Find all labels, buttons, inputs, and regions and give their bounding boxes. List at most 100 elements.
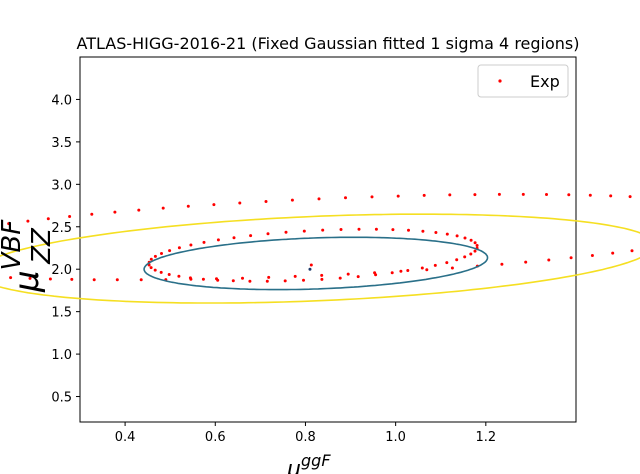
contour-point bbox=[497, 192, 501, 196]
y-tick-label: 3.5 bbox=[51, 136, 72, 151]
contour-point bbox=[473, 241, 477, 245]
contour-point bbox=[346, 272, 350, 276]
contour-point bbox=[231, 279, 235, 283]
contour-point bbox=[628, 195, 632, 199]
center-point bbox=[308, 267, 312, 271]
x-tick-label: 1.2 bbox=[475, 430, 496, 445]
contour-point bbox=[433, 263, 437, 267]
contour-point bbox=[463, 255, 467, 259]
contour-point bbox=[450, 266, 454, 270]
contour-point bbox=[215, 277, 218, 281]
contour-point bbox=[521, 192, 525, 196]
contour-point bbox=[70, 277, 74, 281]
contour-point bbox=[28, 276, 32, 280]
contour-point bbox=[407, 228, 410, 232]
contour-point bbox=[48, 277, 52, 281]
contour-point bbox=[153, 254, 157, 258]
y-tick-label: 2.0 bbox=[51, 263, 72, 278]
contour-point bbox=[396, 194, 400, 198]
contour-point bbox=[168, 249, 172, 253]
legend-marker bbox=[498, 79, 502, 83]
contour-point bbox=[339, 228, 343, 231]
contour-point bbox=[406, 269, 410, 272]
contour-fit-1 bbox=[143, 236, 489, 291]
contour-point bbox=[302, 278, 305, 282]
contour-point bbox=[202, 240, 206, 244]
contour-point bbox=[7, 222, 11, 226]
contour-point bbox=[320, 277, 324, 281]
contour-point bbox=[373, 271, 377, 275]
contour-point bbox=[475, 244, 479, 247]
contour-point bbox=[356, 275, 360, 279]
contour-point bbox=[547, 258, 551, 262]
contour-point bbox=[264, 200, 268, 203]
contour-point bbox=[293, 274, 297, 278]
contour-point bbox=[249, 234, 253, 238]
contour-point bbox=[421, 229, 425, 233]
x-tick-label: 0.6 bbox=[205, 430, 226, 445]
contour-point bbox=[189, 243, 193, 247]
contour-point bbox=[445, 232, 449, 236]
contour-point bbox=[161, 206, 165, 210]
contour-point bbox=[320, 273, 324, 277]
contour-point bbox=[425, 268, 429, 272]
contour-point bbox=[609, 194, 613, 198]
contour-point bbox=[370, 195, 374, 199]
contour-point bbox=[473, 249, 477, 253]
contour-point bbox=[283, 279, 287, 283]
contour-point bbox=[113, 210, 117, 214]
contour-point bbox=[524, 260, 528, 264]
contour-point bbox=[545, 193, 548, 196]
contour-point bbox=[212, 203, 216, 207]
contour-point bbox=[149, 257, 153, 261]
contour-point bbox=[232, 236, 236, 240]
contour-point bbox=[46, 217, 50, 221]
contour-point bbox=[290, 198, 294, 202]
contour-point bbox=[115, 278, 119, 282]
x-tick-label: 1.0 bbox=[385, 430, 406, 445]
contour-point bbox=[469, 252, 473, 256]
contour-point bbox=[357, 227, 361, 231]
legend-box bbox=[477, 64, 569, 98]
x-tick-label: 0.4 bbox=[115, 430, 136, 445]
contour-point bbox=[241, 276, 244, 280]
contour-point bbox=[390, 271, 394, 275]
y-tick-label: 1.5 bbox=[51, 306, 72, 321]
contour-point bbox=[90, 212, 94, 216]
contour-point bbox=[238, 201, 242, 205]
contour-point bbox=[265, 279, 269, 283]
contour-point bbox=[201, 277, 205, 281]
contour-point bbox=[26, 219, 30, 223]
contour-point bbox=[338, 276, 342, 280]
contour-point bbox=[611, 251, 615, 255]
chart-title: ATLAS-HIGG-2016-21 (Fixed Gaussian fitte… bbox=[76, 34, 579, 53]
y-tick-label: 3.0 bbox=[51, 178, 72, 193]
svg-text:μVBFZZ: μVBFZZ bbox=[0, 219, 57, 293]
plot-frame bbox=[79, 56, 577, 423]
y-tick-label: 2.5 bbox=[51, 221, 72, 236]
contour-point bbox=[153, 268, 157, 272]
contour-fit-2 bbox=[0, 213, 640, 304]
contour-point bbox=[434, 231, 438, 234]
contour-point bbox=[317, 197, 321, 201]
contour-point bbox=[321, 228, 325, 232]
contour-point bbox=[399, 269, 403, 273]
legend-label: Exp bbox=[530, 72, 560, 91]
contour-point bbox=[216, 238, 220, 242]
contour-point bbox=[374, 227, 378, 231]
contour-point bbox=[177, 274, 181, 278]
contour-point bbox=[588, 193, 592, 197]
contour-point bbox=[159, 270, 163, 274]
contour-point bbox=[137, 208, 141, 212]
contour-exp-1 bbox=[147, 227, 479, 283]
contour-point bbox=[500, 262, 504, 266]
center-point bbox=[309, 263, 313, 267]
contour-point bbox=[422, 193, 426, 197]
contour-point bbox=[167, 273, 171, 276]
contour-point bbox=[630, 249, 634, 253]
contour-point bbox=[420, 266, 424, 270]
y-tick-label: 4.0 bbox=[51, 93, 72, 108]
contour-point bbox=[267, 275, 271, 279]
contour-point bbox=[569, 256, 573, 260]
contour-point bbox=[149, 266, 153, 270]
